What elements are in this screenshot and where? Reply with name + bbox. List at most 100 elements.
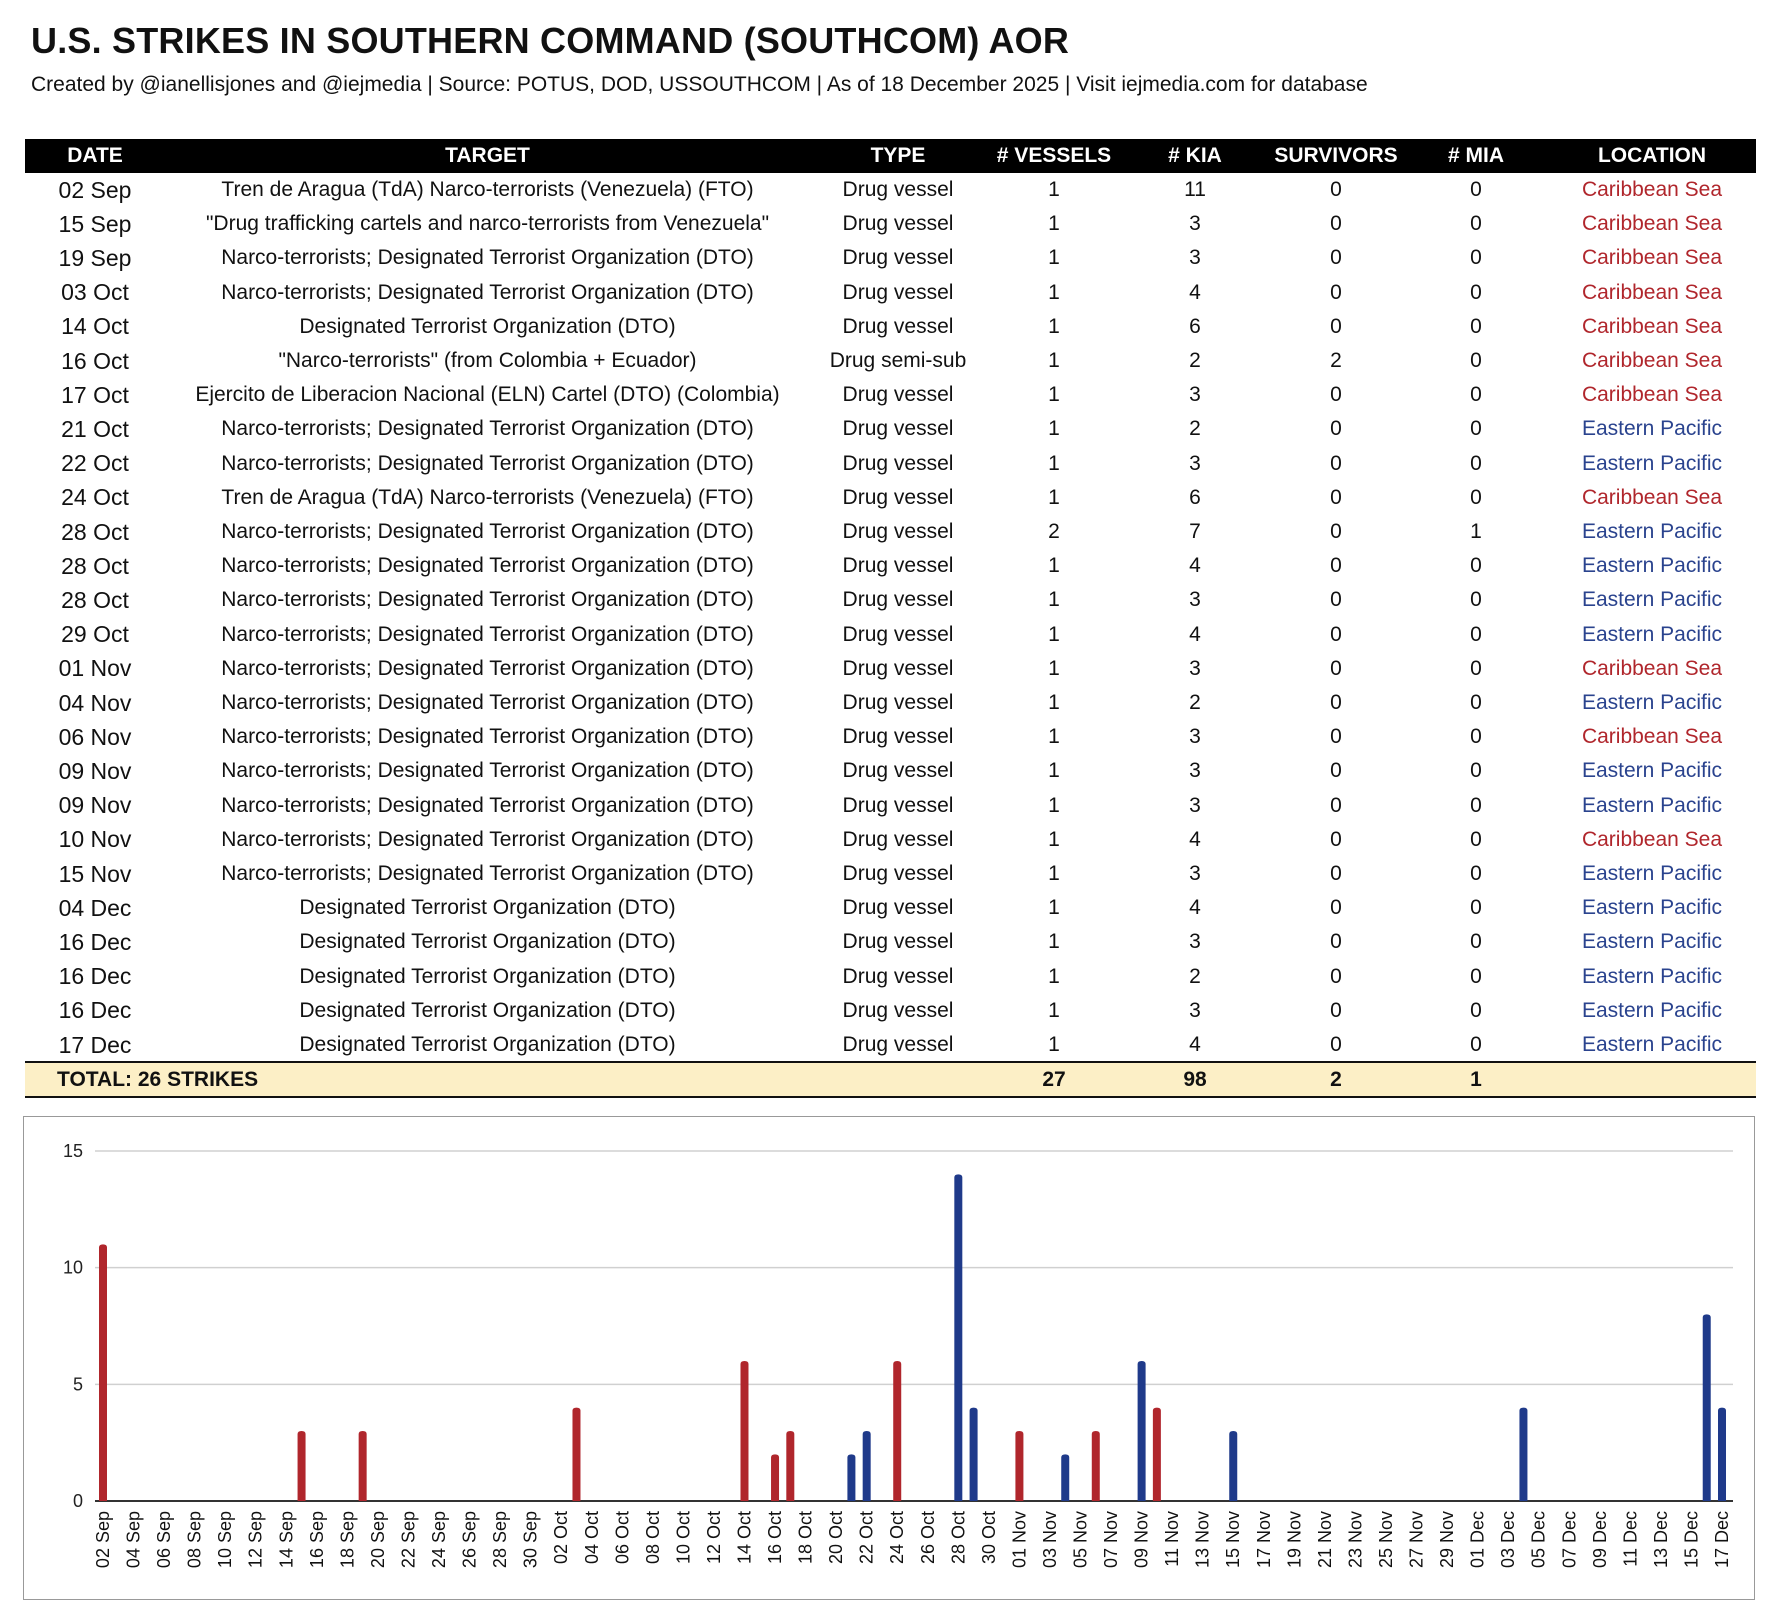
x-tick-label: 14 Oct — [734, 1511, 754, 1564]
bar — [99, 1244, 107, 1501]
total-vessels: 27 — [1042, 1067, 1066, 1091]
cell-mia: 0 — [1470, 349, 1482, 373]
table-row: 03 Oct Narco-terrorists; Designated Terro… — [25, 276, 1756, 310]
page-subtitle: Created by @ianellisjones and @iejmedia … — [31, 73, 1368, 96]
x-tick-label: 26 Oct — [918, 1511, 938, 1564]
cell-date: 24 Oct — [61, 484, 129, 511]
cell-target: Designated Terrorist Organization (DTO) — [299, 314, 676, 338]
y-tick-label: 0 — [73, 1491, 83, 1511]
cell-target: Narco-terrorists; Designated Terrorist O… — [221, 725, 754, 749]
cell-date: 03 Oct — [61, 279, 129, 306]
cell-survivors: 0 — [1330, 793, 1342, 817]
total-mia: 1 — [1470, 1067, 1482, 1091]
cell-date: 17 Oct — [61, 381, 129, 408]
x-tick-label: 12 Oct — [704, 1511, 724, 1564]
bar — [297, 1431, 306, 1501]
cell-target: Narco-terrorists; Designated Terrorist O… — [221, 793, 754, 817]
cell-location: Caribbean Sea — [1581, 656, 1723, 680]
cell-date: 14 Oct — [61, 313, 129, 340]
x-tick-label: 04 Sep — [124, 1511, 144, 1568]
cell-type: Drug vessel — [842, 417, 954, 441]
cell-kia: 3 — [1189, 759, 1201, 783]
x-tick-label: 14 Sep — [276, 1511, 296, 1568]
cell-vessels: 1 — [1048, 246, 1060, 270]
cell-kia: 3 — [1189, 383, 1201, 407]
x-tick-label: 04 Oct — [582, 1511, 602, 1564]
table-row: 15 Nov Narco-terrorists; Designated Terro… — [25, 857, 1756, 891]
table-row: 06 Nov Narco-terrorists; Designated Terro… — [25, 720, 1756, 754]
x-tick-label: 01 Dec — [1468, 1511, 1488, 1568]
cell-vessels: 1 — [1048, 349, 1060, 373]
cell-date: 15 Sep — [58, 210, 132, 237]
cell-date: 01 Nov — [58, 655, 132, 682]
cell-survivors: 0 — [1330, 964, 1342, 988]
x-tick-label: 02 Sep — [93, 1511, 113, 1568]
cell-vessels: 1 — [1048, 554, 1060, 578]
cell-type: Drug vessel — [842, 588, 954, 612]
cell-target: Narco-terrorists; Designated Terrorist O… — [221, 280, 754, 304]
cell-target: Narco-terrorists; Designated Terrorist O… — [221, 656, 754, 680]
cell-vessels: 1 — [1048, 212, 1060, 236]
table-row: 21 Oct Narco-terrorists; Designated Terro… — [25, 412, 1756, 446]
x-tick-label: 22 Sep — [398, 1511, 418, 1568]
x-tick-label: 30 Sep — [521, 1511, 541, 1568]
cell-location: Eastern Pacific — [1581, 451, 1723, 475]
cell-type: Drug vessel — [842, 725, 954, 749]
cell-target: Narco-terrorists; Designated Terrorist O… — [221, 246, 754, 270]
table-row: 09 Nov Narco-terrorists; Designated Terro… — [25, 789, 1756, 823]
table-row: 04 Nov Narco-terrorists; Designated Terro… — [25, 686, 1756, 720]
cell-type: Drug vessel — [842, 862, 954, 886]
x-tick-label: 10 Oct — [673, 1511, 693, 1564]
x-tick-label: 20 Sep — [368, 1511, 388, 1568]
bar — [1702, 1314, 1711, 1501]
column-header-kia: # KIA — [1168, 144, 1222, 167]
x-tick-label: 19 Nov — [1284, 1511, 1304, 1568]
cell-target: Narco-terrorists; Designated Terrorist O… — [221, 691, 754, 715]
cell-kia: 6 — [1189, 485, 1201, 509]
cell-vessels: 1 — [1048, 622, 1060, 646]
cell-type: Drug vessel — [842, 1033, 954, 1057]
cell-date: 10 Nov — [58, 826, 132, 853]
cell-vessels: 1 — [1048, 314, 1060, 338]
bar — [740, 1361, 749, 1501]
cell-target: Tren de Aragua (TdA) Narco-terrorists (V… — [221, 178, 754, 202]
x-tick-label: 03 Dec — [1498, 1511, 1518, 1568]
cell-kia: 4 — [1189, 827, 1201, 851]
table-row: 22 Oct Narco-terrorists; Designated Terro… — [25, 447, 1756, 481]
cell-type: Drug vessel — [842, 793, 954, 817]
cell-type: Drug vessel — [842, 622, 954, 646]
cell-date: 17 Dec — [58, 1031, 132, 1058]
cell-type: Drug vessel — [842, 246, 954, 270]
cell-type: Drug vessel — [842, 212, 954, 236]
x-tick-label: 02 Oct — [551, 1511, 571, 1564]
cell-survivors: 0 — [1330, 280, 1342, 304]
cell-date: 04 Dec — [58, 894, 132, 921]
cell-vessels: 1 — [1048, 417, 1060, 441]
cell-kia: 11 — [1184, 178, 1206, 202]
cell-mia: 0 — [1470, 588, 1482, 612]
x-tick-label: 06 Oct — [612, 1511, 632, 1564]
y-tick-label: 15 — [63, 1141, 83, 1161]
y-tick-label: 10 — [63, 1258, 83, 1278]
x-tick-label: 05 Dec — [1529, 1511, 1549, 1568]
x-tick-label: 13 Nov — [1193, 1511, 1213, 1568]
cell-mia: 0 — [1470, 451, 1482, 475]
cell-kia: 3 — [1189, 930, 1201, 954]
cell-mia: 0 — [1470, 554, 1482, 578]
cell-date: 16 Oct — [61, 347, 129, 374]
cell-date: 06 Nov — [58, 723, 132, 750]
cell-type: Drug vessel — [842, 656, 954, 680]
cell-survivors: 0 — [1330, 656, 1342, 680]
cell-location: Eastern Pacific — [1581, 964, 1723, 988]
x-tick-label: 22 Oct — [857, 1511, 877, 1564]
cell-target: Designated Terrorist Organization (DTO) — [299, 896, 676, 920]
cell-date: 04 Nov — [58, 689, 132, 716]
cell-location: Caribbean Sea — [1581, 280, 1723, 304]
x-tick-label: 30 Oct — [979, 1511, 999, 1564]
bar — [954, 1174, 963, 1501]
table-row: 16 Oct "Narco-terrorists" (from Colombia … — [25, 344, 1756, 378]
table-row: 14 Oct Designated Terrorist Organization … — [25, 310, 1756, 344]
cell-type: Drug vessel — [842, 485, 954, 509]
cell-vessels: 2 — [1048, 520, 1060, 544]
cell-location: Caribbean Sea — [1581, 725, 1723, 749]
